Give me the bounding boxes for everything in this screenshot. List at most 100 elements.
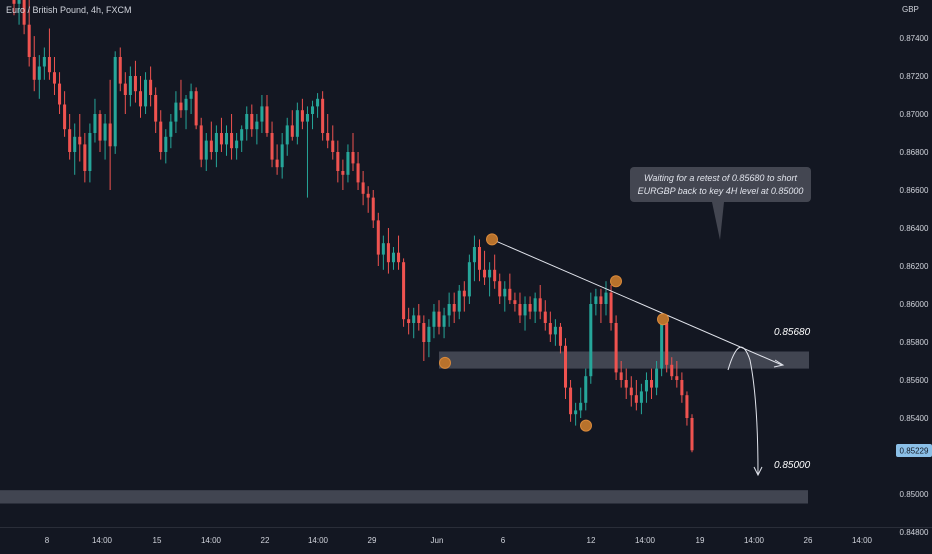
candle-body	[103, 123, 107, 141]
candle-body	[255, 121, 259, 130]
candle-body	[381, 243, 385, 255]
candle-body	[47, 57, 51, 73]
candle-body	[563, 345, 568, 388]
candle-body	[326, 133, 330, 141]
candle-body	[442, 315, 446, 327]
pivot-marker	[580, 419, 592, 432]
candle-body	[457, 290, 461, 312]
candle-body	[189, 91, 193, 99]
candle-body	[83, 144, 87, 171]
candle-body	[331, 140, 335, 152]
pivot-marker	[657, 313, 669, 326]
drawings-layer	[439, 233, 785, 477]
resistance-level-label: 0.85680	[774, 327, 811, 338]
candle-body	[275, 159, 279, 168]
candle-body	[503, 288, 507, 297]
candle-body	[609, 292, 613, 323]
zones-layer	[0, 351, 809, 504]
resistance-zone	[439, 351, 809, 369]
candle-body	[128, 76, 132, 95]
candle-body	[290, 125, 294, 137]
candle-body	[230, 133, 234, 149]
candle-body	[138, 91, 143, 107]
candle-body	[240, 129, 244, 141]
candle-body	[250, 114, 254, 130]
candle-body	[376, 220, 380, 255]
candles-layer	[12, 0, 694, 453]
candle-body	[351, 152, 355, 164]
candle-body	[639, 391, 643, 403]
y-tick-label: 0.85600	[900, 376, 929, 385]
x-tick-label: 6	[501, 536, 506, 545]
annotation-line-1: Waiting for a retest of 0.85680 to short	[644, 173, 797, 183]
candle-body	[665, 323, 669, 365]
candle-body	[483, 269, 487, 278]
candle-body	[518, 304, 522, 316]
candle-body	[78, 136, 82, 145]
price-axis[interactable]: 0.87400 0.87200 0.87000 0.86800 0.86600 0.864…	[900, 34, 929, 537]
candle-body	[27, 24, 31, 57]
y-tick-label: 0.86800	[900, 148, 929, 157]
x-tick-label: 12	[587, 536, 596, 545]
candle-body	[194, 91, 198, 126]
candle-body	[477, 247, 482, 270]
y-tick-label: 0.85000	[900, 490, 929, 499]
symbol-title[interactable]: Euro / British Pound, 4h, FXCM	[6, 5, 132, 15]
target-level-label: 0.85000	[774, 460, 811, 471]
candle-body	[361, 182, 365, 194]
candle-body	[402, 262, 406, 320]
annotation-box	[630, 167, 811, 202]
candle-body	[88, 133, 92, 171]
annotation-line-2: EURGBP back to key 4H level at 0.85000	[638, 186, 804, 196]
candle-body	[452, 304, 456, 312]
candle-body	[569, 387, 573, 415]
candle-body	[108, 123, 112, 147]
candle-body	[533, 298, 537, 312]
candle-body	[311, 106, 315, 114]
candle-body	[584, 376, 588, 403]
candle-body	[599, 296, 603, 304]
candle-body	[685, 395, 689, 418]
candle-body	[604, 292, 608, 304]
candle-body	[528, 304, 532, 312]
candle-body	[655, 368, 659, 388]
trendline	[491, 238, 783, 366]
candle-body	[472, 247, 476, 263]
candle-body	[548, 323, 552, 335]
x-tick-label: 26	[804, 536, 813, 545]
candle-body	[123, 83, 127, 95]
candle-body	[235, 140, 239, 149]
candle-body	[670, 364, 674, 377]
candle-body	[488, 269, 492, 278]
candle-body	[437, 311, 441, 327]
time-axis[interactable]: 8 14:00 15 14:00 22 14:00 29 Jun 6 12 14:00 19 14:00…	[45, 536, 873, 545]
candle-body	[164, 136, 168, 152]
candle-body	[513, 300, 517, 304]
candle-body	[219, 133, 223, 145]
candle-body	[356, 163, 360, 183]
candle-body	[650, 380, 654, 388]
candle-body	[467, 262, 471, 297]
candle-body	[660, 323, 664, 369]
candle-body	[614, 323, 618, 373]
candle-body	[270, 133, 274, 160]
y-tick-label: 0.87200	[900, 72, 929, 81]
last-price-badge-bg	[896, 443, 932, 457]
candle-body	[204, 140, 208, 160]
annotation-pointer	[712, 202, 724, 240]
candle-body	[397, 252, 401, 263]
candle-body	[73, 136, 77, 152]
candle-body	[265, 106, 269, 133]
candle-body	[300, 110, 304, 122]
x-tick-label: 8	[45, 536, 50, 545]
x-tick-label: 14:00	[635, 536, 656, 545]
candle-body	[209, 140, 213, 152]
x-tick-label: 14:00	[92, 536, 113, 545]
candle-body	[98, 114, 102, 141]
x-tick-label: 14:00	[744, 536, 765, 545]
y-tick-label: 0.84800	[900, 528, 929, 537]
candle-body	[498, 281, 502, 297]
x-tick-label: 14:00	[308, 536, 329, 545]
